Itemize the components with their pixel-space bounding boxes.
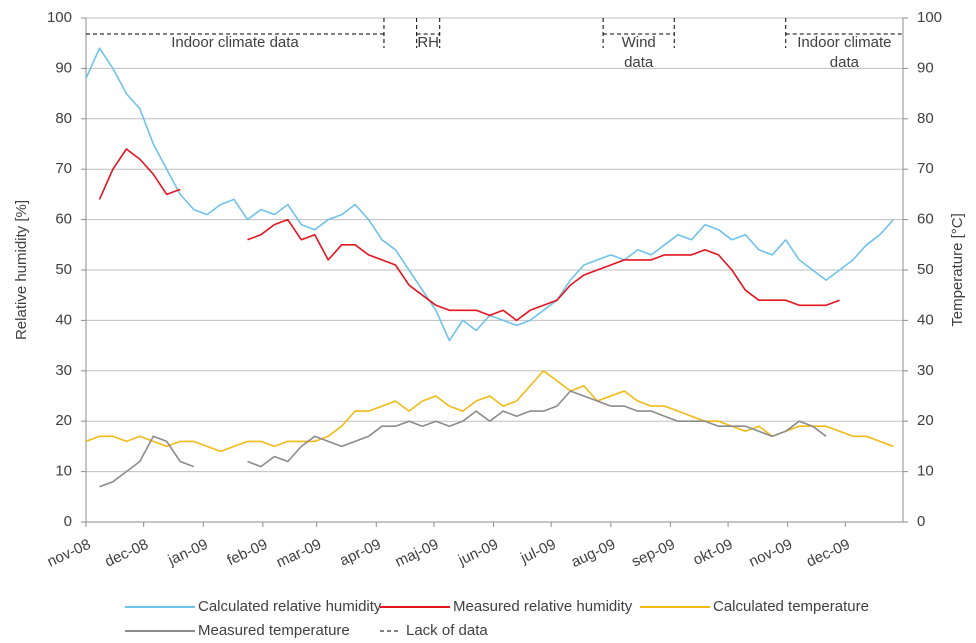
y-tick-label: 40 <box>55 311 72 328</box>
x-tick-label: okt-09 <box>690 536 735 569</box>
gap-label: Indoor climate data <box>171 34 299 51</box>
series-line <box>98 148 181 200</box>
y2-axis-title: Temperature [°C] <box>949 213 966 327</box>
x-tick-label: nov-08 <box>45 536 94 571</box>
series-line <box>85 370 894 453</box>
y-tick-label: 70 <box>55 160 72 177</box>
x-tick-label: feb-09 <box>224 536 270 569</box>
series-line <box>85 47 894 342</box>
x-tick-label: sep-09 <box>629 536 678 571</box>
x-tick-label: nov-09 <box>746 536 795 571</box>
y2-tick-label: 30 <box>917 362 934 379</box>
x-tick-label: mar-09 <box>274 536 324 571</box>
gap-label: RH <box>417 34 439 51</box>
y-tick-label: 50 <box>55 261 72 278</box>
y2-tick-label: 60 <box>917 211 934 228</box>
x-tick-label: apr-09 <box>337 536 383 570</box>
y-tick-label: 100 <box>47 9 72 26</box>
y2-tick-label: 50 <box>917 261 934 278</box>
y2-tick-label: 90 <box>917 59 934 76</box>
x-tick-label: jun-09 <box>455 536 501 569</box>
y2-tick-label: 0 <box>917 513 925 530</box>
y-tick-label: 10 <box>55 463 72 480</box>
y-tick-label: 20 <box>55 412 72 429</box>
y2-tick-label: 100 <box>917 9 942 26</box>
y2-tick-label: 80 <box>917 110 934 127</box>
y-tick-label: 60 <box>55 211 72 228</box>
legend-label: Calculated temperature <box>713 598 869 615</box>
gap-label: Indoor climate <box>797 34 891 51</box>
y2-tick-label: 70 <box>917 160 934 177</box>
y2-tick-label: 40 <box>917 311 934 328</box>
legend-label: Measured temperature <box>198 622 350 639</box>
y2-tick-label: 10 <box>917 463 934 480</box>
y-tick-label: 0 <box>64 513 72 530</box>
legend-label: Calculated relative humidity <box>198 598 382 615</box>
series-line <box>247 218 840 322</box>
x-tick-label: dec-08 <box>102 536 151 571</box>
gap-label: Wind <box>622 34 656 51</box>
x-tick-label: maj-09 <box>393 536 442 571</box>
x-tick-label: jul-09 <box>517 536 558 567</box>
legend-label: Lack of data <box>406 622 488 639</box>
y-tick-label: 90 <box>55 59 72 76</box>
x-tick-label: dec-09 <box>804 536 853 571</box>
gap-label: data <box>830 54 860 71</box>
x-tick-label: aug-09 <box>569 536 619 571</box>
y2-tick-label: 20 <box>917 412 934 429</box>
series-line <box>247 390 827 468</box>
y-axis-title: Relative humidity [%] <box>13 200 30 340</box>
legend-label: Measured relative humidity <box>453 598 633 615</box>
gap-label: data <box>624 54 654 71</box>
y-tick-label: 80 <box>55 110 72 127</box>
x-tick-label: jan-09 <box>165 536 211 569</box>
y-tick-label: 30 <box>55 362 72 379</box>
series-line <box>99 435 194 488</box>
